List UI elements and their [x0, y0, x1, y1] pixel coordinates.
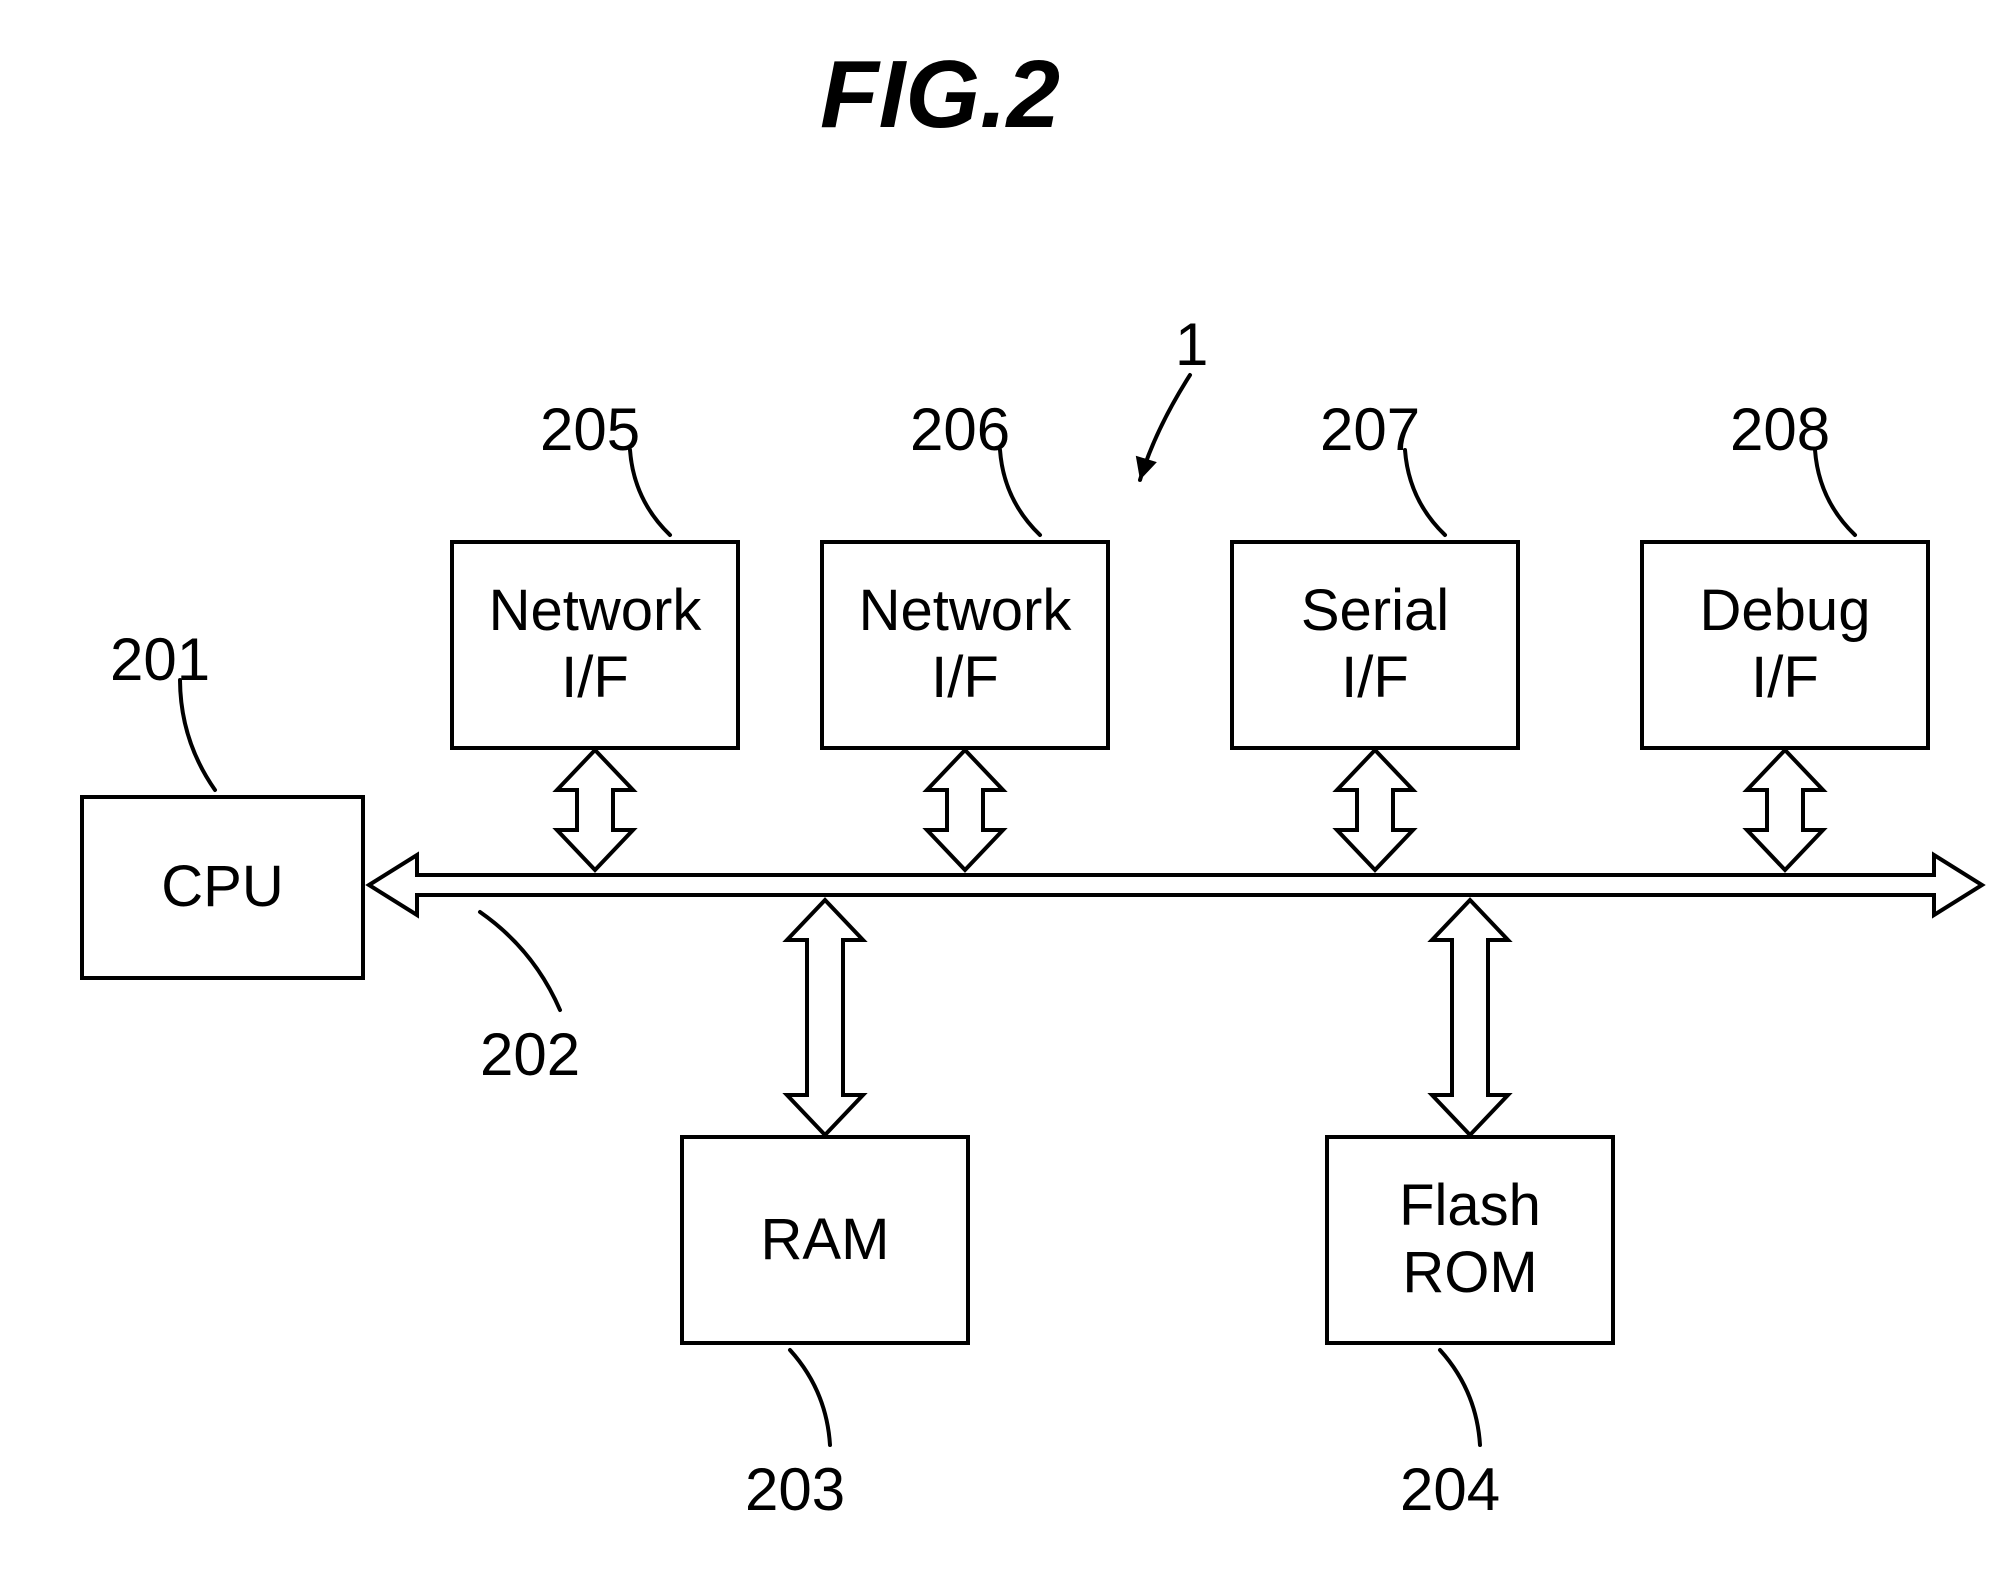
- bus-connector-bottom-1: [1432, 900, 1508, 1135]
- refnum-203: 203: [745, 1455, 845, 1524]
- block-serial: Serial I/F: [1230, 540, 1520, 750]
- bus-connector-top-0: [557, 750, 633, 870]
- figure-title: FIG.2: [820, 40, 1060, 150]
- refnum-205: 205: [540, 395, 640, 464]
- overlay-svg: [0, 0, 2011, 1576]
- refnum-assembly: 1: [1175, 310, 1208, 379]
- block-debug: Debug I/F: [1640, 540, 1930, 750]
- bus-connector-top-3: [1747, 750, 1823, 870]
- refnum-207: 207: [1320, 395, 1420, 464]
- refnum-202: 202: [480, 1020, 580, 1089]
- figure-canvas: FIG.2 CPU 201 Network I/F 205 Network I/F 206 S…: [0, 0, 2011, 1576]
- bus-connector-bottom-0: [787, 900, 863, 1135]
- block-ram: RAM: [680, 1135, 970, 1345]
- bus-connector-top-1: [927, 750, 1003, 870]
- block-cpu: CPU: [80, 795, 365, 980]
- bus-connector-top-2: [1337, 750, 1413, 870]
- block-flash: Flash ROM: [1325, 1135, 1615, 1345]
- refnum-201: 201: [110, 625, 210, 694]
- refnum-208: 208: [1730, 395, 1830, 464]
- refnum-206: 206: [910, 395, 1010, 464]
- refnum-204: 204: [1400, 1455, 1500, 1524]
- block-nif2: Network I/F: [820, 540, 1110, 750]
- block-nif1: Network I/F: [450, 540, 740, 750]
- bus-arrow: [369, 855, 1982, 915]
